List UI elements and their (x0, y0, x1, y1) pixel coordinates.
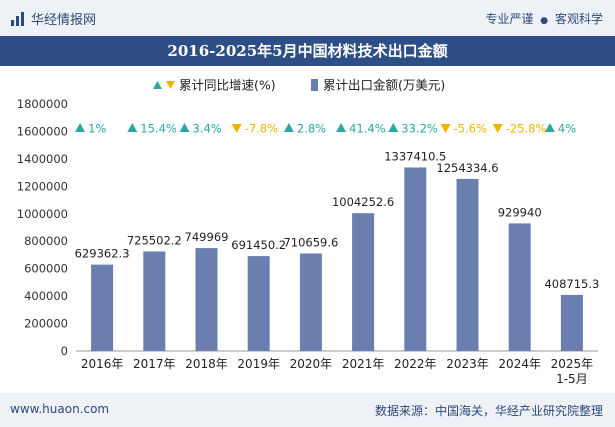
x-tick-label: 2017年 (133, 357, 176, 371)
bar (143, 251, 166, 351)
bar (91, 264, 114, 351)
bar (247, 256, 270, 351)
y-tick-label: 1200000 (17, 179, 68, 193)
growth-up-marker (336, 123, 347, 132)
bar-value-label: 725502.2 (127, 233, 182, 247)
legend-down-triangle-icon (166, 81, 175, 89)
y-tick-label: 1400000 (17, 152, 68, 166)
bar-value-label: 749969 (185, 230, 229, 244)
growth-value-label: -25.8% (506, 122, 547, 136)
bar-value-label: 1337410.5 (384, 149, 446, 163)
legend-amount-label: 累计出口金额(万美元) (323, 78, 445, 93)
bar-value-label: 1004252.6 (332, 195, 394, 209)
growth-up-marker (283, 123, 294, 132)
y-tick-label: 400000 (24, 289, 68, 303)
bar (195, 248, 218, 351)
growth-value-label: 41.4% (349, 122, 386, 136)
growth-value-label: 3.4% (193, 122, 222, 136)
x-tick-label: 2023年 (446, 357, 489, 371)
slogan-separator: ● (540, 16, 549, 26)
title-bar: 2016-2025年5月中国材料技术出口金额 (0, 36, 615, 66)
growth-up-marker (544, 123, 555, 132)
footer: www.huaon.com 数据来源：中国海关，华经产业研究院整理 (0, 393, 615, 427)
legend-growth-label: 累计同比增速(%) (179, 78, 276, 93)
chart: 0 200000 400000 600000 800000 1000000 1200000 1… (17, 78, 600, 387)
x-tick-label: 2024年 (498, 357, 541, 371)
growth-value-label: 4% (558, 122, 576, 136)
bar (352, 213, 375, 351)
x-tick-label: 2022年 (394, 357, 437, 371)
legend-bar-swatch (311, 79, 318, 91)
growth-up-marker (179, 123, 190, 132)
bar-value-label: 691450.2 (231, 238, 286, 252)
y-tick-label: 0 (61, 344, 68, 358)
growth-up-marker (127, 123, 138, 132)
growth-value-label: 1% (88, 122, 106, 136)
bar-value-label: 710659.6 (283, 235, 338, 249)
bar-value-label: 408715.3 (544, 277, 599, 291)
bar (508, 223, 531, 351)
growth-value-label: -5.6% (454, 122, 487, 136)
legend-up-triangle-icon (153, 81, 162, 89)
x-tick-label: 2016年 (81, 357, 124, 371)
x-tick-label: 2021年 (342, 357, 385, 371)
top-bar: 华经情报网 专业严谨 ● 客观科学 (0, 0, 615, 36)
y-tick-label: 1000000 (17, 207, 68, 221)
growth-value-label: 33.2% (401, 122, 438, 136)
y-tick-label: 800000 (24, 234, 68, 248)
x-tick-label: 2018年 (185, 357, 228, 371)
y-tick-label: 200000 (24, 317, 68, 331)
brand: 华经情报网 (10, 9, 96, 28)
growth-down-marker (492, 124, 503, 133)
growth-up-marker (388, 123, 399, 132)
footer-website: www.huaon.com (10, 402, 110, 416)
x-tick-label: 2020年 (290, 357, 333, 371)
slogan-right: 客观科学 (554, 12, 603, 26)
brand-logo-icon (11, 12, 24, 26)
bar-value-label: 629362.3 (75, 247, 130, 261)
growth-value-label: 15.4% (140, 122, 177, 136)
bar (299, 253, 322, 351)
chart-title: 2016-2025年5月中国材料技术出口金额 (167, 42, 448, 60)
slogan-left: 专业严谨 (485, 12, 534, 26)
growth-up-marker (75, 123, 86, 132)
bar-value-label: 929940 (498, 205, 542, 219)
y-tick-label: 1600000 (17, 124, 68, 138)
x-tick-label: 1-5月 (556, 372, 588, 386)
footer-source: 数据来源：中国海关，华经产业研究院整理 (374, 404, 603, 418)
brand-name: 华经情报网 (31, 13, 97, 28)
growth-down-marker (440, 124, 451, 133)
growth-down-marker (231, 124, 242, 133)
growth-value-label: -7.8% (245, 122, 278, 136)
y-tick-label: 600000 (24, 262, 68, 276)
bar (404, 167, 427, 351)
y-tick-label: 1800000 (17, 97, 68, 111)
bar-value-label: 1254334.6 (436, 161, 498, 175)
bar (456, 178, 479, 351)
x-tick-label: 2025年 (551, 357, 594, 371)
bar (560, 294, 583, 351)
growth-value-label: 2.8% (297, 122, 326, 136)
slogan: 专业严谨 ● 客观科学 (485, 10, 603, 27)
x-tick-label: 2019年 (237, 357, 280, 371)
